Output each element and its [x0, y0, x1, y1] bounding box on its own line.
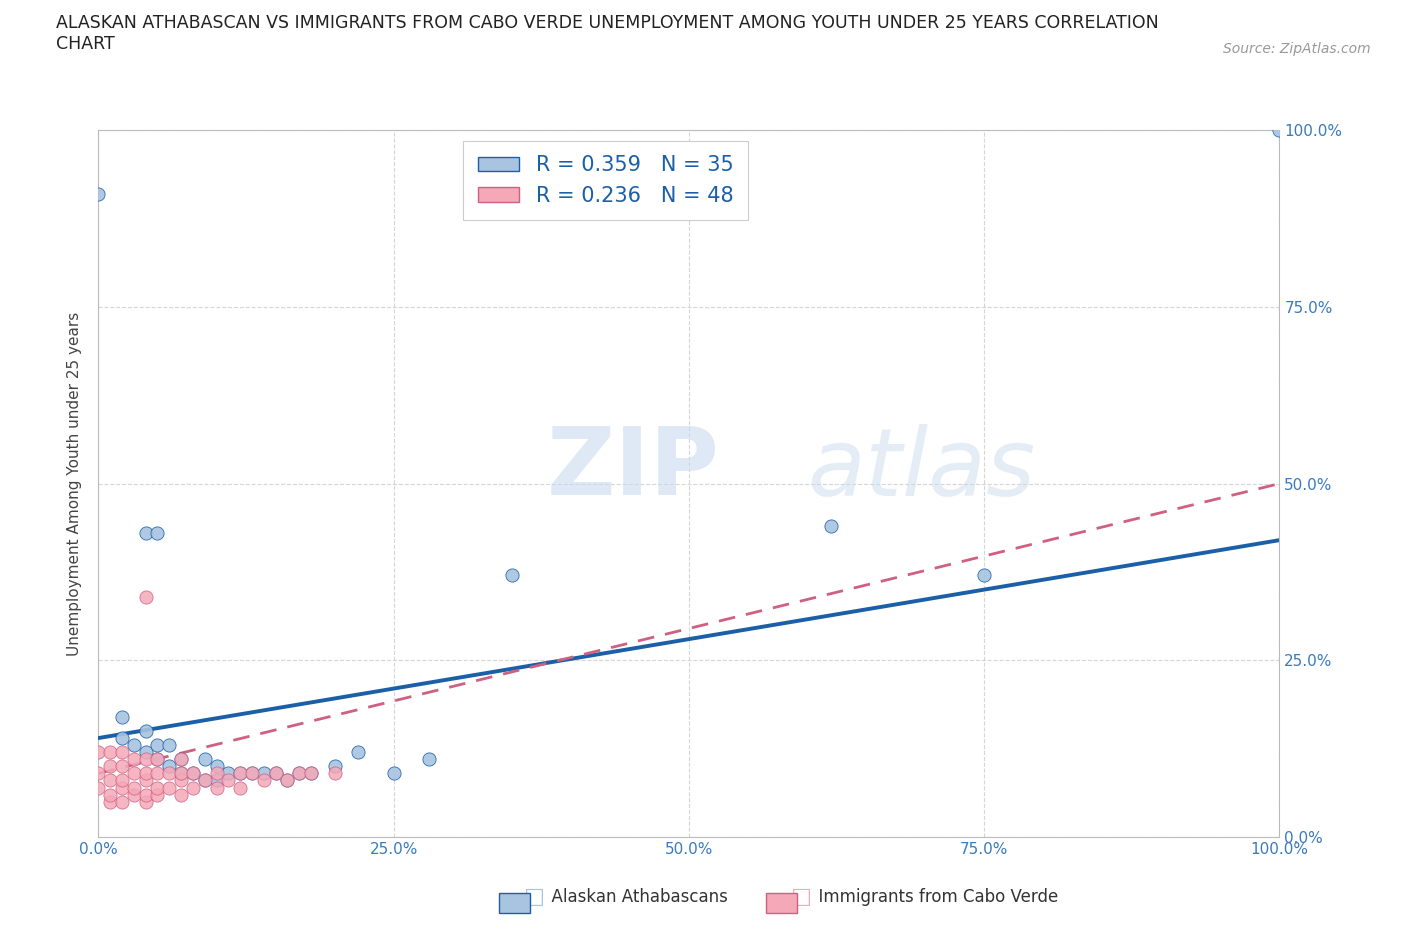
- Point: [111, 710, 134, 724]
- Point: [146, 525, 169, 540]
- Point: [122, 787, 145, 802]
- Point: [98, 794, 121, 809]
- Point: [181, 766, 204, 781]
- Text: atlas: atlas: [807, 424, 1035, 515]
- Point: [205, 773, 228, 788]
- Point: [264, 766, 287, 781]
- Point: [229, 780, 252, 795]
- Text: □: □: [524, 887, 544, 908]
- Text: Alaskan Athabascans: Alaskan Athabascans: [541, 888, 728, 907]
- Point: [157, 766, 180, 781]
- Point: [111, 759, 134, 774]
- Point: [146, 787, 169, 802]
- Text: □: □: [792, 887, 811, 908]
- Point: [146, 751, 169, 766]
- Legend: R = 0.359   N = 35, R = 0.236   N = 48: R = 0.359 N = 35, R = 0.236 N = 48: [463, 140, 748, 220]
- Point: [253, 766, 276, 781]
- Point: [146, 751, 169, 766]
- Point: [323, 766, 346, 781]
- Point: [288, 766, 311, 781]
- Point: [194, 773, 217, 788]
- Point: [418, 751, 440, 766]
- Point: [205, 759, 228, 774]
- Point: [87, 186, 110, 201]
- Point: [194, 751, 217, 766]
- Point: [973, 568, 995, 583]
- Point: [146, 766, 169, 781]
- Point: [253, 773, 276, 788]
- Point: [111, 745, 134, 760]
- Point: [122, 766, 145, 781]
- Point: [299, 766, 322, 781]
- Point: [122, 751, 145, 766]
- Text: ZIP: ZIP: [547, 423, 720, 515]
- Point: [217, 773, 239, 788]
- Point: [217, 766, 239, 781]
- Point: [135, 751, 157, 766]
- Point: [276, 773, 298, 788]
- Point: [157, 780, 180, 795]
- Point: [264, 766, 287, 781]
- Point: [98, 787, 121, 802]
- Y-axis label: Unemployment Among Youth under 25 years: Unemployment Among Youth under 25 years: [67, 312, 83, 656]
- Point: [135, 766, 157, 781]
- Point: [170, 751, 193, 766]
- Point: [501, 568, 523, 583]
- Point: [170, 766, 193, 781]
- Point: [276, 773, 298, 788]
- Point: [87, 780, 110, 795]
- Point: [111, 731, 134, 746]
- Point: [135, 787, 157, 802]
- Point: [323, 759, 346, 774]
- Point: [98, 745, 121, 760]
- Point: [111, 794, 134, 809]
- Point: [135, 525, 157, 540]
- Point: [205, 780, 228, 795]
- Point: [181, 780, 204, 795]
- Point: [205, 766, 228, 781]
- Text: ALASKAN ATHABASCAN VS IMMIGRANTS FROM CABO VERDE UNEMPLOYMENT AMONG YOUTH UNDER : ALASKAN ATHABASCAN VS IMMIGRANTS FROM CA…: [56, 14, 1159, 32]
- Point: [157, 759, 180, 774]
- Point: [382, 766, 405, 781]
- Point: [87, 745, 110, 760]
- Point: [146, 780, 169, 795]
- Point: [146, 737, 169, 752]
- Point: [87, 766, 110, 781]
- Point: [98, 759, 121, 774]
- Point: [122, 780, 145, 795]
- Point: [157, 737, 180, 752]
- Point: [229, 766, 252, 781]
- Point: [240, 766, 263, 781]
- Text: CHART: CHART: [56, 35, 115, 53]
- Point: [135, 773, 157, 788]
- Text: Source: ZipAtlas.com: Source: ZipAtlas.com: [1223, 42, 1371, 56]
- Point: [111, 773, 134, 788]
- Point: [240, 766, 263, 781]
- Point: [122, 737, 145, 752]
- Text: Immigrants from Cabo Verde: Immigrants from Cabo Verde: [808, 888, 1059, 907]
- Point: [288, 766, 311, 781]
- Point: [135, 590, 157, 604]
- Point: [170, 787, 193, 802]
- Point: [347, 745, 370, 760]
- Point: [820, 519, 842, 534]
- Point: [135, 745, 157, 760]
- Point: [299, 766, 322, 781]
- Point: [170, 773, 193, 788]
- Point: [194, 773, 217, 788]
- Point: [170, 766, 193, 781]
- Point: [135, 794, 157, 809]
- Point: [1268, 123, 1291, 138]
- Point: [98, 773, 121, 788]
- Point: [229, 766, 252, 781]
- Point: [181, 766, 204, 781]
- Point: [135, 724, 157, 738]
- Point: [170, 751, 193, 766]
- Point: [111, 780, 134, 795]
